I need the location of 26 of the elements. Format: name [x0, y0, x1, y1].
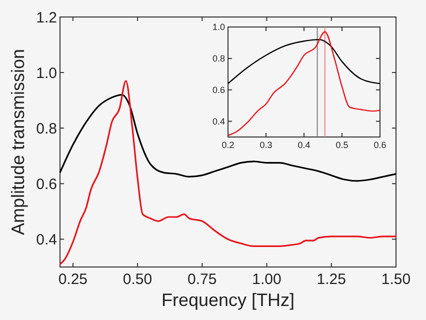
x-tick-label: 0.25: [58, 271, 88, 288]
x-axis-title: Frequency [THz]: [161, 290, 295, 310]
x-tick-label: 0.50: [122, 271, 152, 288]
x-tick-label: 0.3: [260, 140, 272, 150]
y-tick-label: 0.6: [212, 85, 225, 96]
x-tick-label: 1.00: [252, 271, 282, 288]
y-tick-label: 0.6: [36, 176, 57, 193]
y-tick-label: 1.2: [36, 9, 57, 26]
x-tick-label: 1.50: [381, 271, 411, 288]
y-tick-label: 0.4: [36, 231, 57, 248]
line-series: [59, 80, 397, 266]
y-tick-label: 0.8: [36, 120, 57, 138]
y-tick-label: 1.0: [36, 64, 57, 82]
x-tick-label: 0.5: [336, 140, 348, 150]
x-tick-label: 0.6: [374, 140, 386, 150]
y-tick-label: 1.0: [212, 22, 225, 32]
x-tick-label: 0.2: [222, 140, 234, 150]
y-tick-label: 0.8: [212, 54, 225, 64]
x-tick-label: 0.4: [298, 140, 310, 150]
x-tick-label: 0.75: [188, 271, 217, 288]
line-series: [227, 31, 381, 136]
y-tick-label: 0.4: [212, 116, 225, 126]
x-tick-label: 1.25: [316, 271, 346, 288]
y-axis-title: Amplitude transmission: [8, 48, 28, 236]
line-series: [59, 94, 397, 182]
line-series: [227, 38, 381, 84]
